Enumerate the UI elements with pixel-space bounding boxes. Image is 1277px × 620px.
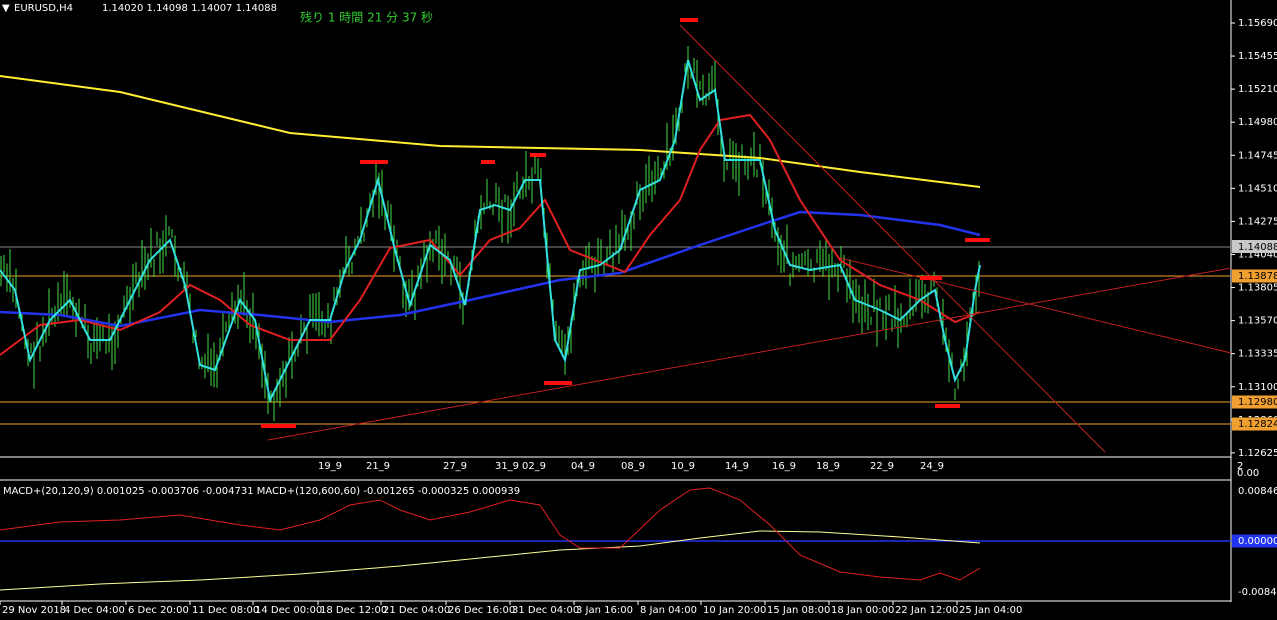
price-tick-label: 1.14980 [1238, 117, 1277, 128]
time-label: 11 Dec 08:00 [192, 605, 259, 616]
macd-signal [0, 530, 981, 591]
small-window-tick: 2 [1237, 461, 1243, 472]
ohlc: 1.14020 1.14098 1.14007 1.14088 [102, 3, 277, 14]
time-label: 4 Dec 04:00 [64, 605, 125, 616]
time-label: 14 Dec 00:00 [255, 605, 322, 616]
price-tick-label: 1.13335 [1238, 349, 1277, 360]
date-mark: 27_9 [443, 461, 467, 472]
time-label: 18 Dec 12:00 [320, 605, 387, 616]
level-box [1232, 417, 1277, 431]
ma-yellow [0, 75, 981, 188]
time-label: 25 Jan 04:00 [959, 605, 1022, 616]
time-label: 31 Dec 04:00 [512, 605, 579, 616]
time-label: 6 Dec 20:00 [128, 605, 189, 616]
trend-line [679, 24, 1106, 453]
price-tick-label: 1.14745 [1238, 150, 1277, 161]
price-tick-label: 1.12625 [1238, 448, 1277, 459]
symbol: EURUSD,H4 [14, 3, 73, 14]
macd-tick-label: 0.000000 [1238, 536, 1277, 547]
date-mark: 22_9 [870, 461, 894, 472]
price-tick-label: 1.13100 [1238, 382, 1277, 393]
date-mark: 02_9 [522, 461, 546, 472]
level-label: 1.13878 [1238, 271, 1277, 282]
date-mark: 10_9 [671, 461, 695, 472]
price-tick-label: 1.13570 [1238, 316, 1277, 327]
time-label: 10 Jan 20:00 [703, 605, 766, 616]
current-price-box [1232, 240, 1277, 253]
time-label: 26 Dec 16:00 [448, 605, 515, 616]
price-tick-label: 1.14275 [1238, 216, 1277, 227]
time-label: 22 Jan 12:00 [895, 605, 958, 616]
trend-line [839, 257, 1232, 354]
price-tick-label: 1.15455 [1238, 51, 1277, 62]
date-mark: 08_9 [621, 461, 645, 472]
time-label: 21 Dec 04:00 [383, 605, 450, 616]
time-label: 3 Jan 16:00 [576, 605, 633, 616]
macd-tick-label: 0.008464 [1238, 486, 1277, 497]
macd-main [0, 487, 981, 581]
level-label: 1.12980 [1238, 397, 1277, 408]
date-mark: 21_9 [366, 461, 390, 472]
date-mark: 16_9 [772, 461, 796, 472]
small-window-tick: 0.00 [1237, 468, 1259, 479]
price-tick-label: 1.15210 [1238, 84, 1277, 95]
level-box [1232, 269, 1277, 283]
level-label: 1.12824 [1238, 419, 1277, 430]
macd-tick-label: -0.008464 [1238, 587, 1277, 598]
timer: 残り 1 時間 21 分 37 秒 [300, 11, 433, 25]
trend-line [267, 267, 1232, 441]
price-tick-label: 1.14510 [1238, 183, 1277, 194]
ma-red [0, 113, 981, 356]
date-mark: 18_9 [816, 461, 840, 472]
collapse-arrow[interactable]: ▼ [2, 3, 10, 14]
price-tick-label: 1.14040 [1238, 249, 1277, 260]
ma-blue [0, 210, 981, 328]
time-label: 15 Jan 08:00 [767, 605, 830, 616]
swing-marks [261, 18, 990, 428]
price-tick-label: 1.13805 [1238, 283, 1277, 294]
date-mark: 14_9 [725, 461, 749, 472]
date-mark: 31_9 [495, 461, 519, 472]
current-price-label: 1.14088 [1238, 242, 1277, 253]
date-mark: 24_9 [920, 461, 944, 472]
date-mark: 19_9 [318, 461, 342, 472]
price-tick-label: 1.15690 [1238, 18, 1277, 29]
macd-zero-box [1232, 534, 1277, 548]
time-label: 18 Jan 00:00 [831, 605, 894, 616]
time-label: 8 Jan 04:00 [640, 605, 697, 616]
level-box [1232, 395, 1277, 409]
date-mark: 04_9 [571, 461, 595, 472]
ma-cyan [0, 59, 981, 404]
time-label: 29 Nov 2018 [2, 605, 66, 616]
macd-label: MACD+(20,120,9) 0.001025 -0.003706 -0.00… [3, 486, 520, 497]
